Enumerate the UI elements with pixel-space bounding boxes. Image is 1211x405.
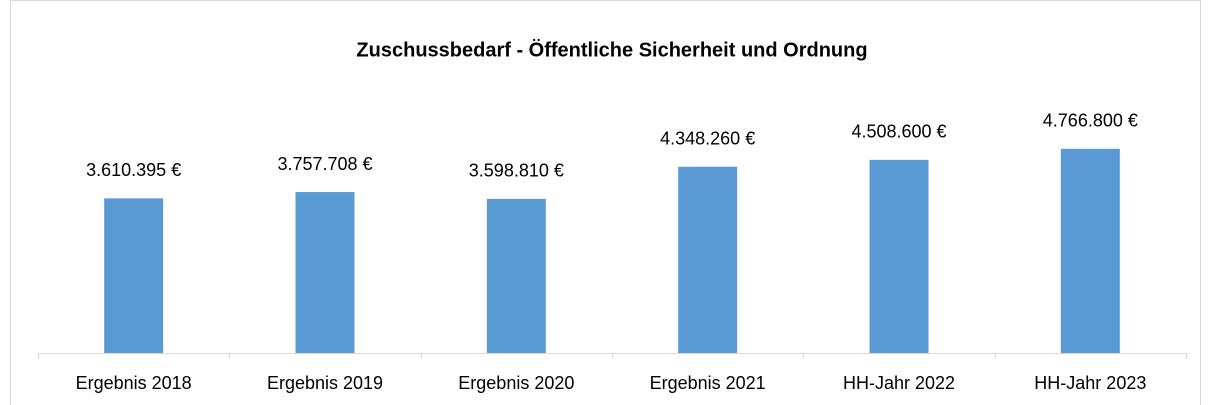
data-label: 4.348.260 € <box>660 128 755 148</box>
bar <box>1060 148 1120 353</box>
bar <box>104 198 164 353</box>
bar <box>486 198 546 353</box>
data-label: 4.508.600 € <box>851 122 946 142</box>
chart-border <box>10 0 1201 405</box>
data-label: 3.757.708 € <box>277 154 372 174</box>
x-tick-label: Ergebnis 2021 <box>650 373 766 393</box>
x-tick-label: Ergebnis 2020 <box>458 373 574 393</box>
bar <box>295 192 355 353</box>
data-label: 3.610.395 € <box>86 160 181 180</box>
data-label: 4.766.800 € <box>1043 111 1138 131</box>
x-tick-label: Ergebnis 2018 <box>76 373 192 393</box>
x-tick-label: Ergebnis 2019 <box>267 373 383 393</box>
bar <box>678 166 738 353</box>
data-label: 3.598.810 € <box>469 161 564 181</box>
bar <box>869 159 929 353</box>
chart-title: Zuschussbedarf - Öffentliche Sicherheit … <box>356 38 867 61</box>
x-tick-label: HH-Jahr 2022 <box>843 373 955 393</box>
x-tick-label: HH-Jahr 2023 <box>1034 373 1146 393</box>
